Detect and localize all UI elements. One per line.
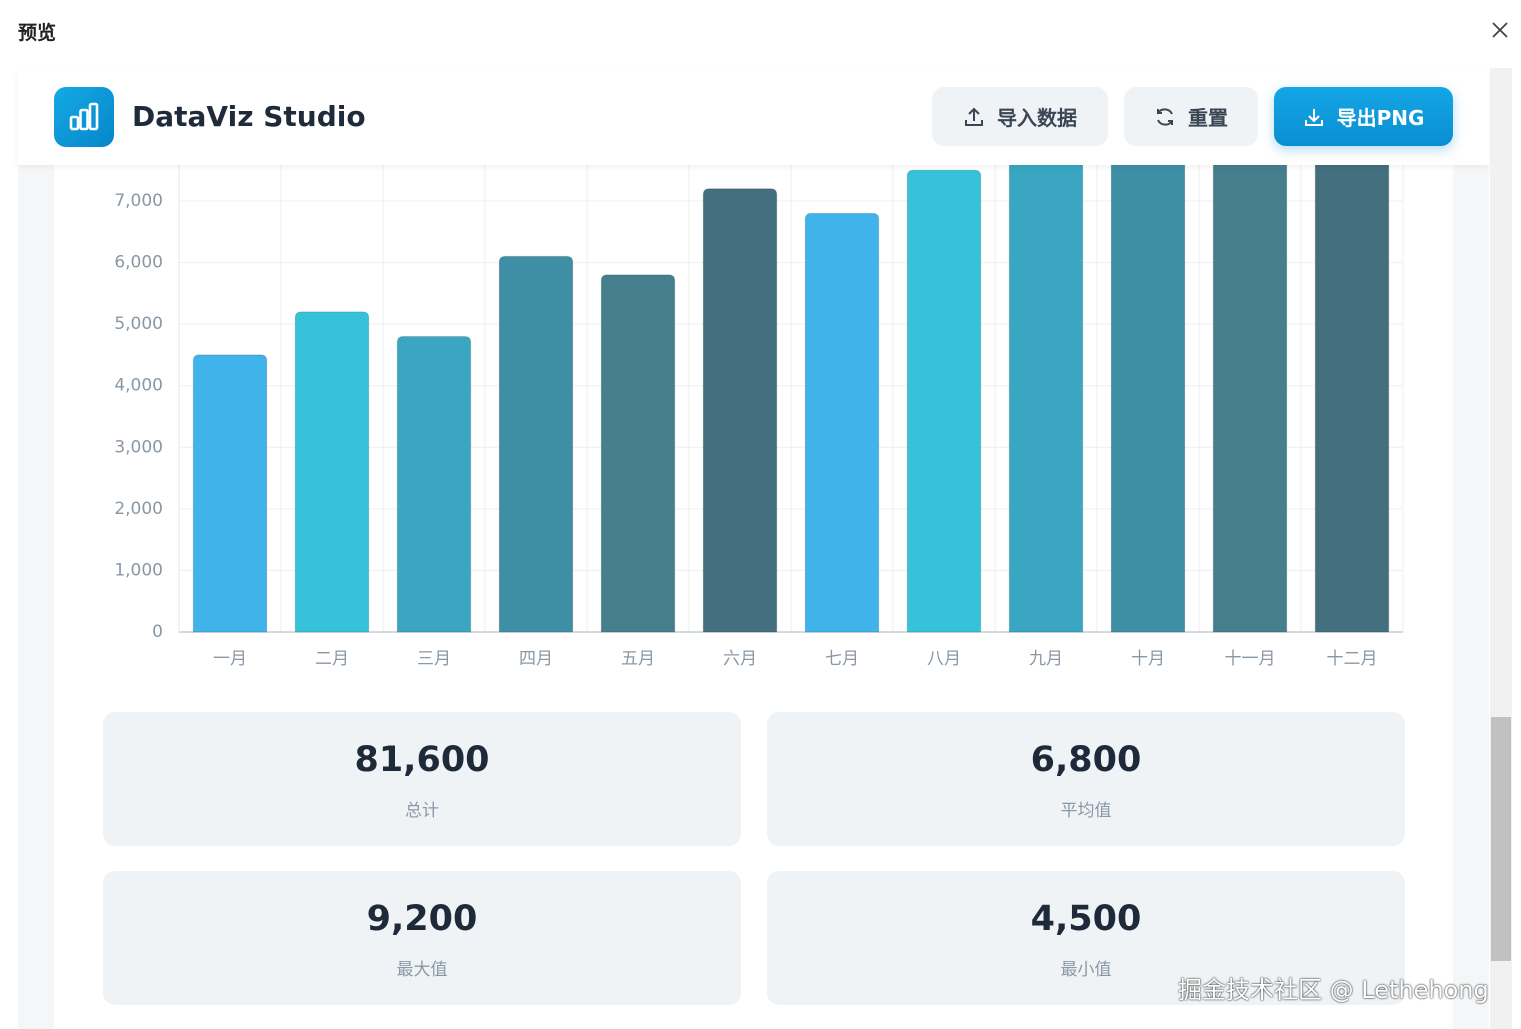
y-tick-label: 1,000 bbox=[114, 560, 163, 580]
button-label: 导出PNG bbox=[1336, 106, 1425, 130]
stat-label: 最大值 bbox=[396, 960, 448, 980]
stat-value: 9,200 bbox=[366, 899, 478, 939]
stat-value: 81,600 bbox=[354, 740, 490, 780]
x-tick-label: 二月 bbox=[315, 649, 349, 669]
bar bbox=[1212, 165, 1288, 633]
stat-card: 4,500 最小值 bbox=[767, 871, 1405, 1005]
chart: 0 1,000 2,000 3,000 4,000 5,000 6,000 7,000 一月 二月… bbox=[114, 165, 1404, 669]
x-tick-label: 五月 bbox=[621, 649, 655, 669]
x-tick-label: 一月 bbox=[213, 649, 247, 669]
stat-label: 总计 bbox=[405, 801, 439, 821]
watermark: 掘金技术社区 @ Lethehong bbox=[1178, 976, 1489, 1004]
x-tick-label: 八月 bbox=[927, 649, 961, 669]
y-tick-label: 6,000 bbox=[114, 253, 163, 273]
x-tick-label: 九月 bbox=[1029, 649, 1063, 669]
stat-label: 最小值 bbox=[1060, 960, 1112, 980]
app-header: DataViz Studio 导入数据 重置 导出PNG bbox=[18, 68, 1489, 165]
y-tick-label: 0 bbox=[152, 622, 163, 642]
export-button[interactable]: 导出PNG bbox=[1274, 87, 1453, 146]
y-tick-label: 7,000 bbox=[114, 191, 163, 211]
stat-label: 平均值 bbox=[1060, 801, 1112, 821]
x-tick-label: 十二月 bbox=[1327, 649, 1378, 669]
x-tick-label: 三月 bbox=[417, 649, 451, 669]
reset-button[interactable]: 重置 bbox=[1124, 87, 1258, 146]
x-tick-label: 六月 bbox=[723, 649, 757, 669]
bar bbox=[192, 354, 268, 633]
bar bbox=[804, 212, 880, 633]
dialog-title: 预览 bbox=[18, 22, 57, 44]
bar bbox=[1314, 165, 1390, 633]
import-button[interactable]: 导入数据 bbox=[932, 87, 1108, 146]
bar bbox=[396, 335, 472, 633]
stat-value: 4,500 bbox=[1030, 899, 1142, 939]
bar bbox=[294, 311, 370, 633]
stat-card: 9,200 最大值 bbox=[103, 871, 741, 1005]
app-name: DataViz Studio bbox=[132, 100, 366, 133]
bar bbox=[1110, 165, 1186, 633]
logo bbox=[54, 87, 114, 147]
x-tick-label: 十一月 bbox=[1225, 649, 1276, 669]
y-tick-label: 5,000 bbox=[114, 314, 163, 334]
x-tick-label: 四月 bbox=[519, 649, 553, 669]
bar bbox=[600, 274, 676, 633]
button-label: 重置 bbox=[1188, 106, 1228, 130]
button-label: 导入数据 bbox=[997, 106, 1077, 130]
y-tick-label: 4,000 bbox=[114, 376, 163, 396]
stat-value: 6,800 bbox=[1030, 740, 1142, 780]
x-tick-label: 十月 bbox=[1131, 649, 1165, 669]
scrollbar-thumb[interactable] bbox=[1491, 717, 1511, 961]
stat-card: 81,600 总计 bbox=[103, 712, 741, 846]
stat-card: 6,800 平均值 bbox=[767, 712, 1405, 846]
y-tick-label: 2,000 bbox=[114, 499, 163, 519]
close-button[interactable] bbox=[1490, 20, 1510, 40]
bar bbox=[702, 188, 778, 633]
bar bbox=[1008, 165, 1084, 633]
x-tick-label: 七月 bbox=[825, 649, 859, 669]
bar bbox=[498, 255, 574, 633]
bar bbox=[906, 169, 982, 633]
y-tick-label: 3,000 bbox=[114, 437, 163, 457]
